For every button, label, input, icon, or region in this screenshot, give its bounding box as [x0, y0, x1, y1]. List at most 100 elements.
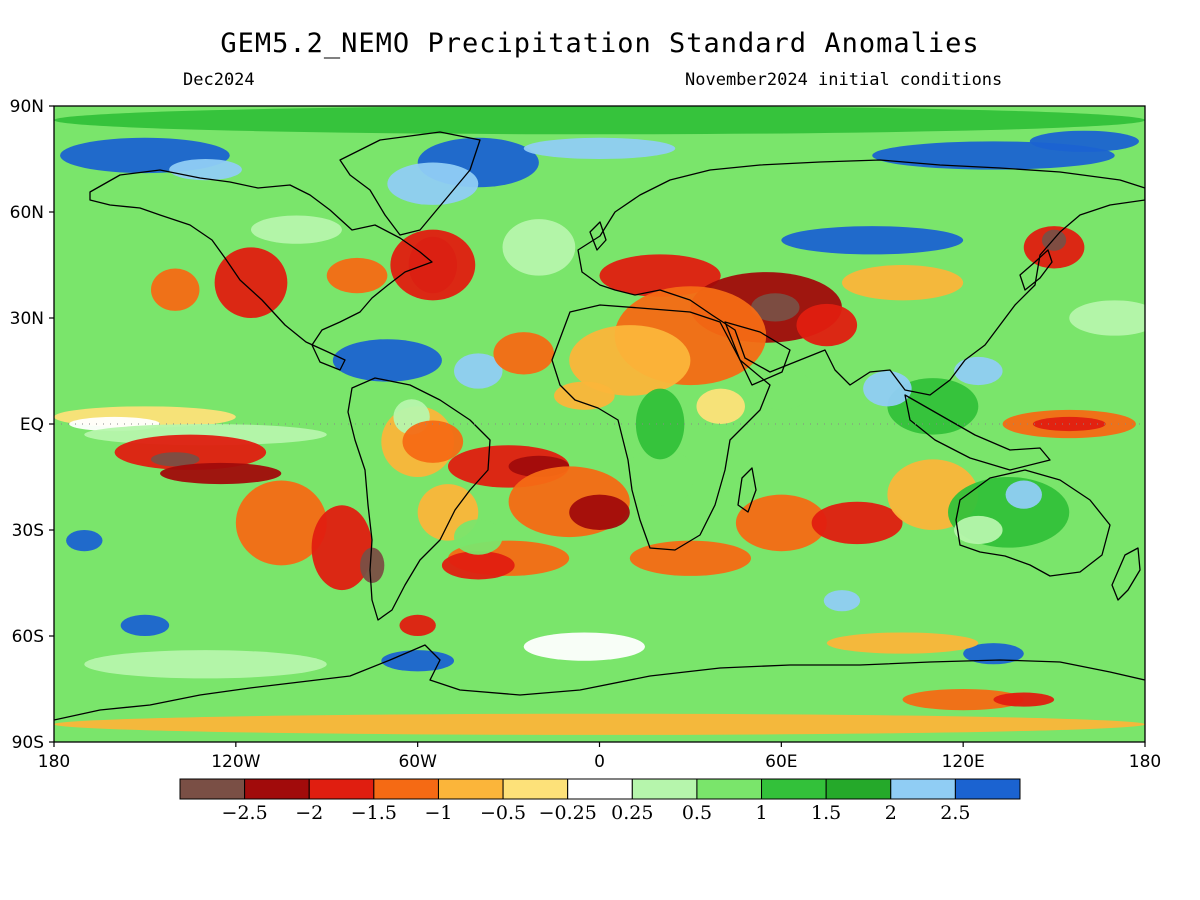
anomaly-field	[54, 106, 1145, 742]
coastline-antarctica	[54, 644, 1145, 721]
coastline-greenland	[339, 131, 481, 236]
anomaly-patch-strong-dry	[150, 452, 200, 467]
anomaly-patch-extreme-wet	[381, 650, 455, 672]
colorbar	[179, 778, 1021, 800]
coastline-madagascar	[737, 467, 757, 513]
anomaly-patch-moderately-dry	[902, 689, 1024, 711]
latitude-label: 30S	[12, 521, 44, 541]
colorbar-label: 0.5	[682, 802, 712, 824]
anomaly-patch-dry	[811, 501, 903, 545]
anomaly-patch-strong-wet	[454, 353, 503, 389]
anomaly-patch-near-normal-dry	[696, 388, 745, 425]
anomaly-patch-dry	[390, 229, 476, 301]
colorbar-swatch	[244, 778, 310, 800]
anomaly-patch-extreme-wet	[1029, 130, 1139, 152]
map-title: GEM5.2_NEMO Precipitation Standard Anoma…	[220, 28, 980, 59]
anomaly-patch-slightly-wet	[623, 448, 697, 506]
coastline-southeast-asia	[904, 394, 1051, 471]
coastlines	[54, 131, 1145, 721]
forecast-month: Dec2024	[183, 70, 255, 90]
anomaly-patch-extreme-wet	[120, 614, 170, 637]
anomaly-patch-slightly-dry	[841, 265, 964, 301]
anomaly-patch-near-normal-wet	[250, 215, 342, 244]
anomaly-patch-strong-wet	[823, 590, 861, 612]
colorbar-swatch	[696, 778, 763, 800]
anomaly-patch-moderately-dry	[326, 257, 388, 294]
anomaly-patch-moderately-dry	[235, 480, 327, 566]
anomaly-patch-very-dry	[160, 462, 282, 485]
coastline-new-zealand	[1111, 547, 1141, 601]
colorbar-label: −2.5	[222, 802, 268, 824]
anomaly-patch-near-normal-wet	[1069, 300, 1145, 336]
colorbar-labels: −2.5 −2 −1.5 −1 −0.5 −0.25 0.25 0.5 1 1.5 2 2.5	[222, 802, 971, 824]
colorbar-label: 0.25	[611, 802, 653, 824]
anomaly-patch-very-dry	[569, 494, 630, 530]
anomaly-patch-dry	[399, 614, 436, 637]
colorbar-label: −1	[424, 802, 452, 824]
coastline-africa	[551, 304, 771, 551]
latitude-label: 30N	[10, 309, 44, 329]
longitude-label: 120W	[211, 752, 260, 772]
anomaly-patch-strong-dry	[360, 547, 385, 583]
anomaly-patch-strong-wet	[1005, 480, 1042, 509]
anomaly-patch-near-normal-wet	[954, 515, 1003, 545]
colorbar-label: 1.5	[811, 802, 841, 824]
latitude-label: 60S	[12, 627, 44, 647]
colorbar-swatch	[567, 778, 633, 800]
coastline-eurasia	[577, 159, 1145, 396]
colorbar-label: 2	[885, 802, 897, 824]
anomaly-patch-slightly-wet	[690, 473, 721, 516]
colorbar-swatch	[761, 778, 827, 800]
anomaly-patch-dry	[993, 692, 1055, 707]
colorbar-label: −0.25	[539, 802, 597, 824]
coastline-north-america	[89, 169, 433, 371]
anomaly-patch-wet	[54, 106, 1145, 135]
anomaly-patch-moderately-dry	[402, 420, 464, 463]
colorbar-swatch	[179, 778, 246, 800]
anomaly-patch-extreme-wet	[781, 226, 964, 255]
anomaly-patch-extreme-wet	[332, 339, 442, 382]
longitude-label: 180	[1129, 752, 1161, 772]
colorbar-swatch	[437, 778, 504, 800]
coastline-japan	[1019, 249, 1053, 291]
anomaly-patch-near-normal-wet	[84, 650, 327, 679]
anomaly-patch-extreme-wet	[66, 530, 103, 552]
anomaly-patch-slightly-wet	[751, 367, 812, 410]
anomaly-patch-strong-wet	[169, 159, 242, 181]
anomaly-patch-slightly-dry	[826, 632, 979, 654]
anomaly-patch-strong-wet	[523, 137, 676, 159]
colorbar-swatch	[308, 778, 375, 800]
anomaly-patch-dry	[441, 551, 515, 580]
anomaly-patch-slightly-dry	[569, 325, 691, 396]
colorbar-swatch	[954, 778, 1021, 800]
colorbar-swatch	[631, 778, 698, 800]
colorbar-label: 2.5	[940, 802, 970, 824]
longitude-label: 0	[594, 752, 605, 772]
anomaly-patch-strong-dry	[751, 293, 800, 322]
anomaly-patch-wet	[635, 388, 685, 460]
anomaly-patch-slightly-dry	[54, 713, 1145, 735]
longitude-label: 180	[38, 752, 70, 772]
anomaly-patch-dry	[311, 505, 373, 591]
colorbar-swatch	[825, 778, 892, 800]
colorbar-label: −0.5	[480, 802, 526, 824]
anomaly-patch-slightly-wet	[454, 519, 503, 555]
longitude-labels: 180 120W 60W 0 60E 120E 180	[38, 752, 1161, 772]
colorbar-swatch	[890, 778, 956, 800]
colorbar-swatch	[502, 778, 569, 800]
anomaly-patch-strong-wet	[954, 356, 1003, 386]
latitude-label: EQ	[20, 415, 44, 435]
coastline-arabia	[724, 321, 791, 386]
coastline-british-isles	[589, 221, 607, 251]
anomaly-patch-near-normal-wet	[502, 219, 576, 276]
axis-ticks	[49, 105, 1146, 747]
anomaly-patch-moderately-dry	[493, 332, 555, 375]
initial-conditions: November2024 initial conditions	[685, 70, 1003, 90]
colorbar-label: −1.5	[351, 802, 397, 824]
longitude-label: 60E	[765, 752, 797, 772]
longitude-label: 60W	[398, 752, 437, 772]
anomaly-patch-dry	[796, 303, 858, 347]
latitude-labels: 90N 60N 30N EQ 30S 60S 90S	[10, 97, 44, 753]
anomaly-patch-normal	[523, 632, 645, 661]
